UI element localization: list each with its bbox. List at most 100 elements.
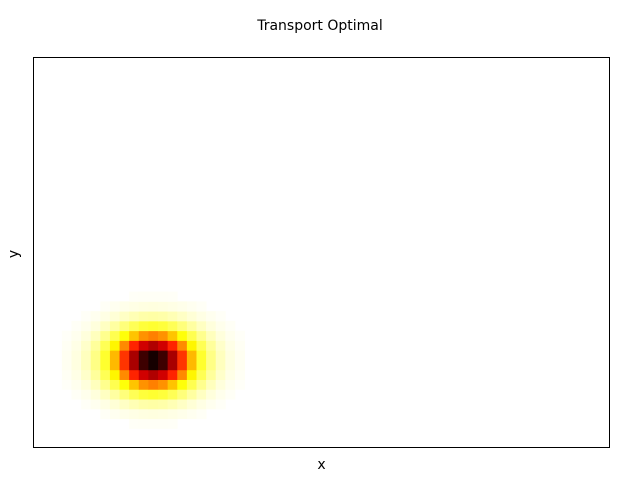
heatmap-cell <box>158 399 169 410</box>
heatmap-cell <box>81 389 92 400</box>
heatmap-cell <box>215 399 226 410</box>
heatmap-cell <box>167 389 178 400</box>
heatmap-cell <box>119 399 130 410</box>
heatmap-cell <box>138 320 149 332</box>
heatmap-cell <box>167 399 178 410</box>
heatmap-cell <box>129 311 140 322</box>
heatmap-cell <box>177 320 188 332</box>
heatmap-cell <box>167 369 178 380</box>
heatmap-cell <box>129 418 140 429</box>
heatmap-cell <box>177 350 188 361</box>
heatmap-cell <box>215 360 226 371</box>
heatmap-cell <box>148 301 159 312</box>
heatmap-cell <box>119 408 130 420</box>
heatmap-cell <box>225 379 236 390</box>
heatmap-cell <box>148 389 159 400</box>
heatmap-cell <box>148 350 159 361</box>
heatmap-cell <box>196 330 207 341</box>
heatmap-cell <box>167 340 178 351</box>
heatmap-cell <box>206 350 217 361</box>
heatmap-cell <box>167 330 178 341</box>
heatmap-cell <box>148 320 159 332</box>
heatmap-cell <box>158 330 169 341</box>
heatmap-cell <box>119 301 130 312</box>
heatmap-cell <box>206 311 217 322</box>
heatmap-cell <box>81 369 92 380</box>
heatmap-cell <box>109 389 120 400</box>
heatmap-cell <box>196 399 207 410</box>
heatmap-cell <box>81 350 92 361</box>
heatmap-cell <box>234 360 245 371</box>
heatmap-cell <box>167 350 178 361</box>
heatmap-cell <box>158 301 169 312</box>
heatmap-cell <box>100 320 111 332</box>
heatmap-cell <box>129 379 140 390</box>
heatmap-cell <box>177 340 188 351</box>
heatmap-cell <box>177 330 188 341</box>
heatmap-cell <box>81 320 92 332</box>
heatmap-cell <box>90 379 101 390</box>
heatmap-cell <box>158 320 169 332</box>
heatmap-cell <box>109 311 120 322</box>
heatmap-cell <box>129 291 140 302</box>
heatmap-cell <box>158 291 169 302</box>
heatmap-cell <box>234 330 245 341</box>
heatmap-cell <box>196 340 207 351</box>
heatmap-cell <box>100 301 111 312</box>
heatmap-cell <box>177 369 188 380</box>
heatmap-cell <box>215 320 226 332</box>
heatmap-cell <box>81 379 92 390</box>
heatmap-cell <box>100 408 111 420</box>
heatmap-cell <box>158 340 169 351</box>
heatmap-cell <box>215 389 226 400</box>
heatmap-cell <box>148 291 159 302</box>
heatmap-cell <box>100 399 111 410</box>
heatmap-cell <box>225 330 236 341</box>
heatmap-cell <box>158 408 169 420</box>
heatmap-cell <box>129 360 140 371</box>
heatmap-cell <box>138 340 149 351</box>
heatmap-cell <box>129 350 140 361</box>
heatmap-cell <box>158 350 169 361</box>
heatmap-cell <box>215 379 226 390</box>
heatmap-cell <box>109 301 120 312</box>
heatmap-cell <box>100 389 111 400</box>
heatmap-cell <box>215 330 226 341</box>
heatmap-cell <box>186 379 197 390</box>
heatmap-cell <box>71 389 82 400</box>
heatmap-cell <box>138 330 149 341</box>
heatmap-cell <box>225 389 236 400</box>
heatmap-cell <box>206 320 217 332</box>
heatmap-cell <box>61 369 72 380</box>
heatmap-cell <box>158 418 169 429</box>
heatmap-cell <box>100 350 111 361</box>
heatmap-cell <box>109 369 120 380</box>
y-axis-label: y <box>6 249 22 259</box>
heatmap-cell <box>225 369 236 380</box>
heatmap-cell <box>119 369 130 380</box>
heatmap-cell <box>196 311 207 322</box>
chart-title: Transport Optimal <box>257 18 383 34</box>
heatmap-cell <box>138 350 149 361</box>
heatmap-cell <box>138 360 149 371</box>
heatmap-cell <box>215 369 226 380</box>
heatmap-cell <box>167 291 178 302</box>
heatmap-cell <box>138 311 149 322</box>
heatmap-cell <box>177 399 188 410</box>
heatmap-cell <box>138 379 149 390</box>
heatmap-cell <box>148 311 159 322</box>
heatmap-cell <box>90 320 101 332</box>
heatmap-cell <box>158 311 169 322</box>
heatmap-cell <box>177 389 188 400</box>
heatmap-cell <box>90 350 101 361</box>
heatmap-cell <box>138 408 149 420</box>
heatmap-cell <box>206 389 217 400</box>
heatmap-cell <box>138 369 149 380</box>
heatmap-cell <box>100 379 111 390</box>
heatmap-cell <box>90 340 101 351</box>
heatmap-cell <box>148 408 159 420</box>
heatmap-cell <box>186 330 197 341</box>
plot-area <box>33 57 610 448</box>
heatmap-cell <box>206 399 217 410</box>
heatmap-cell <box>167 301 178 312</box>
